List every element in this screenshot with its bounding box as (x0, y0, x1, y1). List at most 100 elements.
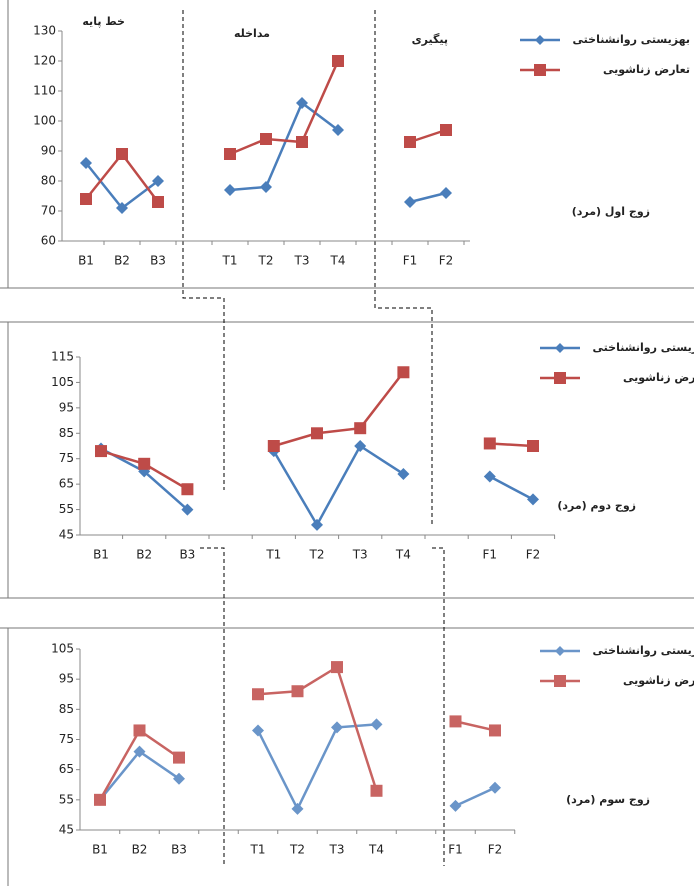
marker (489, 781, 501, 794)
marker (80, 157, 92, 169)
legend-marker (534, 64, 546, 76)
marker (527, 440, 539, 452)
y-tick-label: 75 (59, 732, 74, 746)
marker (449, 715, 462, 728)
legend-marker (554, 372, 566, 384)
marker (260, 181, 272, 193)
annotation: زوج سوم (مرد) (566, 793, 650, 807)
x-tick-label: F1 (483, 548, 498, 562)
marker (116, 202, 128, 214)
marker (138, 457, 151, 470)
x-tick-label: B3 (179, 548, 195, 562)
phase-divider (374, 10, 445, 866)
marker (331, 661, 343, 674)
marker (311, 427, 323, 440)
annotation: زوج دوم (مرد) (557, 499, 636, 513)
marker (404, 196, 416, 208)
marker (354, 440, 367, 452)
marker (332, 124, 344, 136)
marker (267, 440, 280, 452)
marker (224, 184, 236, 196)
marker (440, 124, 452, 136)
marker (152, 196, 164, 208)
marker (95, 445, 107, 458)
marker (291, 685, 304, 698)
marker (173, 772, 185, 785)
y-tick-label: 80 (41, 174, 56, 188)
marker (173, 751, 185, 764)
y-tick-label: 70 (41, 204, 56, 218)
marker (404, 136, 416, 148)
legend-marker (555, 646, 565, 656)
y-tick-label: 100 (33, 114, 56, 128)
x-tick-label: F2 (526, 548, 541, 562)
phase-label: مداخله (234, 27, 270, 40)
y-tick-label: 95 (59, 672, 74, 686)
phase-label: پیگیری (412, 33, 448, 46)
y-tick-label: 105 (51, 642, 74, 656)
marker (291, 802, 304, 815)
marker (354, 422, 367, 435)
x-tick-label: T3 (352, 548, 368, 562)
x-tick-label: T1 (222, 254, 238, 268)
x-tick-label: B1 (93, 548, 109, 562)
marker (370, 784, 383, 797)
x-tick-label: B2 (132, 843, 148, 857)
marker (296, 97, 308, 109)
y-tick-label: 55 (59, 502, 74, 516)
legend-marker (555, 343, 565, 353)
y-tick-label: 75 (59, 451, 74, 465)
legend-marker (554, 675, 566, 687)
x-tick-label: T1 (250, 843, 266, 857)
y-tick-label: 130 (33, 24, 56, 38)
marker (224, 148, 236, 160)
x-tick-label: T3 (294, 254, 310, 268)
legend-label: تعارض زناشویی (623, 371, 694, 384)
y-tick-label: 55 (59, 792, 74, 806)
legend-marker (535, 35, 545, 45)
y-tick-label: 45 (59, 823, 74, 837)
marker (94, 793, 106, 806)
y-tick-label: 45 (59, 528, 74, 542)
marker (331, 721, 343, 734)
x-tick-label: B1 (92, 843, 108, 857)
marker (133, 745, 146, 758)
marker (181, 503, 194, 516)
y-tick-label: 95 (59, 400, 74, 414)
marker (133, 724, 146, 737)
legend-label: تعارض زناشویی (623, 674, 694, 687)
marker (370, 718, 383, 731)
x-tick-label: T2 (258, 254, 274, 268)
y-tick-label: 65 (59, 762, 74, 776)
y-tick-label: 120 (33, 54, 56, 68)
marker (296, 136, 308, 148)
marker (449, 799, 462, 812)
y-tick-label: 110 (33, 84, 56, 98)
marker (440, 187, 452, 199)
x-tick-label: T2 (289, 843, 305, 857)
x-tick-label: F2 (439, 254, 454, 268)
marker (181, 483, 194, 496)
x-tick-label: F1 (403, 254, 418, 268)
x-tick-label: T3 (329, 843, 345, 857)
x-tick-label: F2 (488, 843, 503, 857)
legend-label: تعارض زناشویی (603, 63, 690, 76)
marker (397, 467, 410, 480)
marker (152, 175, 164, 187)
marker (397, 366, 410, 379)
marker (80, 193, 92, 205)
marker (483, 437, 496, 450)
y-tick-label: 90 (41, 144, 56, 158)
x-tick-label: B2 (114, 254, 130, 268)
y-tick-label: 85 (59, 702, 74, 716)
x-tick-label: F1 (448, 843, 463, 857)
y-tick-label: 60 (41, 234, 56, 248)
marker (116, 148, 128, 160)
y-tick-label: 65 (59, 477, 74, 491)
legend-label: بهزیستی روانشناختی (573, 33, 690, 46)
x-tick-label: B2 (136, 548, 152, 562)
marker (489, 724, 501, 737)
legend-label: بهزیستی روانشناختی (593, 644, 694, 657)
